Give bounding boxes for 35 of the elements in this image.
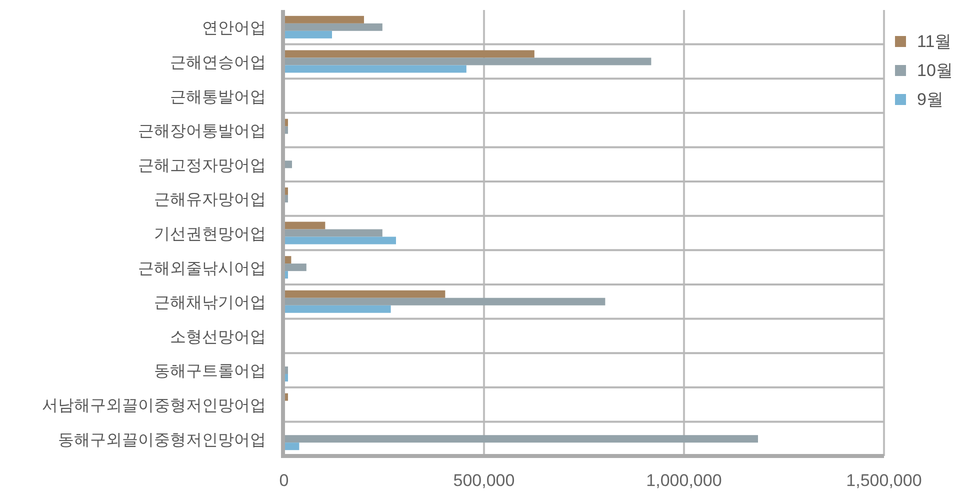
legend-label: 10월 xyxy=(917,61,953,80)
bar xyxy=(284,229,382,237)
y-tick-label: 동해구트롤어업 xyxy=(154,363,266,380)
bar xyxy=(284,23,382,31)
y-tick-label: 근해장어통발어업 xyxy=(138,123,266,140)
y-tick-label: 근해유자망어업 xyxy=(154,192,266,209)
y-tick-label: 근해채낚기어업 xyxy=(154,294,266,312)
y-tick-label: 근해연승어업 xyxy=(170,54,266,72)
x-tick-label: 1,500,000 xyxy=(846,471,922,490)
y-tick-label: 동해구외끌이중형저인망어업 xyxy=(58,432,266,449)
x-tick-label: 500,000 xyxy=(453,471,515,490)
bar xyxy=(284,65,466,73)
y-tick-label: 근해고정자망어업 xyxy=(138,157,266,174)
bar xyxy=(284,58,652,66)
y-tick-label: 근해통발어업 xyxy=(170,88,266,106)
bar xyxy=(284,264,306,272)
bar xyxy=(284,435,758,443)
legend-label: 11월 xyxy=(917,32,952,51)
y-tick-label: 기선권현망어업 xyxy=(154,226,266,243)
bar xyxy=(284,30,332,38)
bar xyxy=(284,16,364,24)
y-tick-label: 근해외줄낚시어업 xyxy=(138,260,266,278)
bar xyxy=(284,305,391,313)
x-tick-label: 1,000,000 xyxy=(646,471,722,490)
y-tick-label: 소형선망어업 xyxy=(170,328,266,346)
x-tick-label: 0 xyxy=(279,471,289,490)
bar xyxy=(284,298,606,306)
bar xyxy=(284,442,300,450)
bar xyxy=(284,236,396,244)
y-tick-label: 서남해구외끌이중형저인망어업 xyxy=(42,398,266,415)
bar xyxy=(284,50,534,58)
y-tick-label: 연안어업 xyxy=(202,20,266,38)
bar xyxy=(284,222,326,230)
legend-label: 9월 xyxy=(917,90,944,109)
bar xyxy=(284,290,446,298)
